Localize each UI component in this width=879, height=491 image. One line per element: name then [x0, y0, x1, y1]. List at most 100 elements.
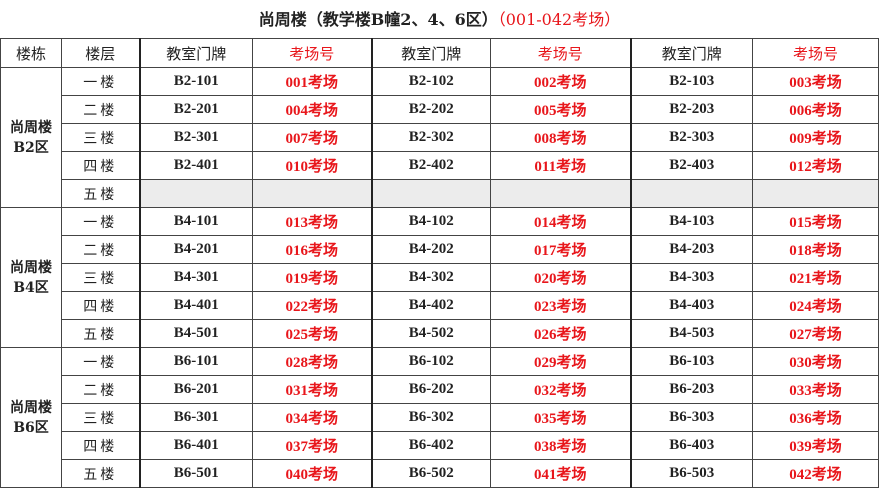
room-number-cell: B6-402	[370, 431, 491, 460]
table-row: 五楼 B6-501 040考场 B6-502 041考场 B6-503 042考场	[1, 459, 879, 488]
room-number-cell: B2-403	[629, 151, 753, 180]
room-number-cell: B6-501	[138, 459, 253, 488]
building-cell: 尚周楼 B6区	[0, 347, 62, 488]
floor-cell: 二楼	[61, 235, 140, 264]
table-row: 四楼 B6-401 037考场 B6-402 038考场 B6-403 039考场	[1, 431, 879, 460]
exam-number-cell: 034考场	[252, 403, 372, 432]
exam-number-cell: 011考场	[490, 151, 631, 180]
room-number-cell: B6-403	[629, 431, 753, 460]
room-number-cell: B4-203	[629, 235, 753, 264]
table-row: 尚周楼 B2区 一楼 B2-101 001考场 B2-102 002考场 B2-103 003考…	[0, 67, 879, 208]
exam-number-cell: 020考场	[490, 263, 631, 292]
column-header: 楼栋	[0, 38, 62, 68]
column-header: 教室门牌	[629, 38, 753, 68]
column-header: 楼层	[61, 38, 140, 68]
exam-number-cell: 006考场	[752, 95, 879, 124]
building-name: 尚周楼	[10, 399, 52, 416]
exam-number-cell: 013考场	[252, 207, 372, 236]
room-number-cell: B6-203	[629, 375, 753, 404]
exam-number-cell: 003考场	[752, 67, 879, 96]
room-number-cell: B4-202	[370, 235, 491, 264]
room-number-cell: B2-301	[138, 123, 253, 152]
exam-number-cell: 010考场	[252, 151, 372, 180]
room-number-cell: B2-102	[370, 67, 491, 96]
building-zone: B2区	[13, 139, 49, 156]
room-number-cell: B6-503	[629, 459, 753, 488]
exam-number-cell: 014考场	[490, 207, 631, 236]
exam-room-table: 楼栋 楼层 教室门牌 考场号 教室门牌 考场号 教室门牌 考场号 尚周楼 B2区 一楼 B2-101…	[0, 38, 879, 488]
table-row: 四楼 B2-401 010考场 B2-402 011考场 B2-403 012考场	[1, 151, 879, 180]
room-number-cell: B4-201	[138, 235, 253, 264]
room-number-cell: B2-302	[370, 123, 491, 152]
exam-number-cell: 012考场	[752, 151, 879, 180]
room-number-cell: B6-303	[629, 403, 753, 432]
room-number-cell: B4-403	[629, 291, 753, 320]
exam-number-cell	[752, 179, 879, 208]
exam-number-cell: 040考场	[252, 459, 372, 488]
exam-number-cell: 005考场	[490, 95, 631, 124]
room-number-cell: B4-302	[370, 263, 491, 292]
room-number-cell: B2-103	[629, 67, 753, 96]
room-number-cell	[138, 179, 253, 208]
exam-number-cell: 028考场	[252, 347, 372, 376]
room-number-cell: B6-102	[370, 347, 491, 376]
room-number-cell: B4-503	[629, 319, 753, 348]
room-number-cell: B4-103	[629, 207, 753, 236]
exam-number-cell: 016考场	[252, 235, 372, 264]
building-zone: B4区	[13, 279, 49, 296]
room-number-cell	[629, 179, 753, 208]
room-number-cell: B4-502	[370, 319, 491, 348]
table-row: 二楼 B4-201 016考场 B4-202 017考场 B4-203 018考场	[1, 235, 879, 264]
exam-number-cell: 036考场	[752, 403, 879, 432]
building-name: 尚周楼	[10, 259, 52, 276]
floor-cell: 一楼	[61, 347, 140, 376]
exam-number-cell: 039考场	[752, 431, 879, 460]
exam-number-cell: 001考场	[252, 67, 372, 96]
column-header: 教室门牌	[138, 38, 253, 68]
exam-number-cell: 031考场	[252, 375, 372, 404]
table-row: 三楼 B4-301 019考场 B4-302 020考场 B4-303 021考场	[1, 263, 879, 292]
table-row: 尚周楼 B6区 一楼 B6-101 028考场 B6-102 029考场 B6-103 030考…	[0, 347, 879, 488]
exam-number-cell: 022考场	[252, 291, 372, 320]
title-range: （001-042考场）	[497, 10, 621, 29]
exam-number-cell: 007考场	[252, 123, 372, 152]
exam-number-cell: 042考场	[752, 459, 879, 488]
room-number-cell: B4-301	[138, 263, 253, 292]
exam-number-cell: 015考场	[752, 207, 879, 236]
exam-number-cell: 018考场	[752, 235, 879, 264]
exam-number-cell: 019考场	[252, 263, 372, 292]
table-row: 五楼	[1, 179, 879, 208]
room-number-cell: B6-201	[138, 375, 253, 404]
table-row: 五楼 B4-501 025考场 B4-502 026考场 B4-503 027考场	[1, 319, 879, 348]
exam-number-cell: 004考场	[252, 95, 372, 124]
room-number-cell: B6-101	[138, 347, 253, 376]
floor-cell: 四楼	[61, 151, 140, 180]
column-header: 教室门牌	[370, 38, 491, 68]
room-number-cell: B4-402	[370, 291, 491, 320]
room-number-cell: B4-303	[629, 263, 753, 292]
exam-number-cell: 024考场	[752, 291, 879, 320]
exam-number-cell: 032考场	[490, 375, 631, 404]
header-row: 楼栋 楼层 教室门牌 考场号 教室门牌 考场号 教室门牌 考场号	[0, 38, 879, 68]
title-main: 尚周楼（教学楼B幢2、4、6区）	[258, 10, 498, 29]
floor-cell: 四楼	[61, 291, 140, 320]
floor-cell: 一楼	[61, 207, 140, 236]
floor-cell: 二楼	[61, 95, 140, 124]
exam-number-cell: 038考场	[490, 431, 631, 460]
room-number-cell: B6-302	[370, 403, 491, 432]
room-number-cell: B6-103	[629, 347, 753, 376]
exam-number-cell: 027考场	[752, 319, 879, 348]
floor-cell: 三楼	[61, 123, 140, 152]
room-number-cell: B2-402	[370, 151, 491, 180]
room-number-cell: B4-102	[370, 207, 491, 236]
exam-number-cell: 029考场	[490, 347, 631, 376]
room-number-cell: B2-203	[629, 95, 753, 124]
exam-number-cell: 041考场	[490, 459, 631, 488]
room-number-cell: B2-202	[370, 95, 491, 124]
exam-number-cell	[252, 179, 372, 208]
exam-number-cell: 023考场	[490, 291, 631, 320]
exam-number-cell: 002考场	[490, 67, 631, 96]
table-row: 四楼 B4-401 022考场 B4-402 023考场 B4-403 024考场	[1, 291, 879, 320]
column-header: 考场号	[252, 38, 372, 68]
building-cell: 尚周楼 B4区	[0, 207, 62, 348]
